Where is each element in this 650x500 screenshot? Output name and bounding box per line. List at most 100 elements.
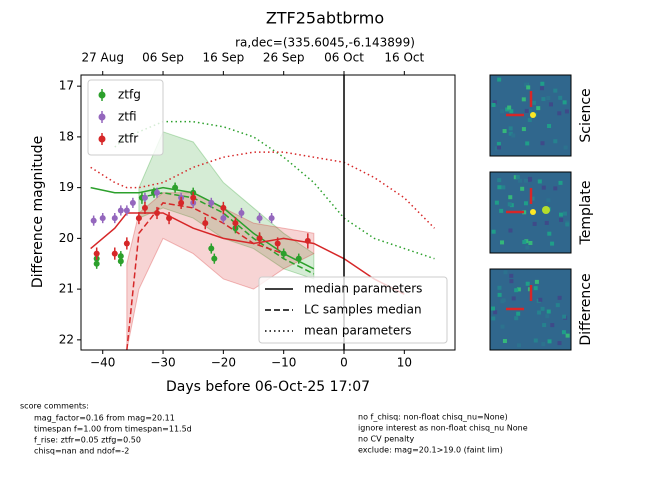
y-tick-label: 20 (59, 231, 74, 245)
thumbnail-noise (562, 211, 567, 216)
style-legend-label: mean parameters (304, 324, 411, 338)
model-curve (90, 186, 315, 270)
thumbnails: Science Template Difference (489, 74, 594, 351)
y-axis-label: Difference magnitude (30, 136, 46, 288)
thumbnail-noise (558, 180, 563, 185)
data-point (111, 250, 118, 257)
comment-line: mag_factor=0.16 from mag=20.11 (34, 414, 175, 423)
legend-marker (98, 135, 106, 143)
thumbnail-noise (516, 287, 521, 292)
thumbnail-noise (524, 239, 529, 244)
thumbnail-label: Difference (578, 273, 594, 345)
x-tick-label: −20 (211, 356, 236, 370)
thumbnail-noise (546, 96, 551, 101)
thumbnail-noise (497, 285, 502, 290)
thumbnail-noise (550, 323, 555, 328)
thumbnail-noise (557, 111, 562, 116)
thumbnail-noise (539, 86, 544, 91)
thumbnail-noise (525, 245, 530, 250)
thumbnail-noise (562, 100, 567, 105)
thumbnail-noise (521, 127, 526, 132)
thumbnail-noise (532, 100, 537, 105)
data-point (208, 199, 215, 206)
thumbnail-noise (493, 310, 498, 315)
thumbnail-noise (537, 179, 542, 184)
thumbnail-noise (503, 270, 508, 275)
comment-line: ignore interest as non-float chisq_nu No… (358, 424, 528, 433)
legend-box (87, 79, 164, 156)
style-legend: median parameters LC samples median mean p… (258, 276, 448, 344)
thumbnail-noise (558, 212, 563, 217)
thumbnail-noise (558, 95, 563, 100)
data-point (141, 204, 148, 211)
thumbnail-source (530, 112, 536, 118)
thumbnail-noise (502, 339, 507, 344)
thumbnail-noise (553, 88, 558, 93)
comment-line: no CV penalty (358, 435, 414, 444)
data-point (172, 184, 179, 191)
legend: ztfg ztfi ztfr (87, 79, 164, 156)
thumbnail-noise (541, 97, 546, 102)
data-point (123, 240, 130, 247)
data-point (166, 215, 173, 222)
thumbnail-noise (537, 310, 542, 315)
thumbnail-noise (536, 106, 541, 111)
thumbnail-noise (523, 201, 528, 206)
thumbnail-noise (532, 221, 537, 226)
thumbnail-noise (496, 145, 501, 150)
thumbnail-noise (509, 109, 514, 114)
thumbnail-noise (522, 240, 527, 245)
thumbnail-label: Science (578, 88, 594, 142)
thumbnail-noise (541, 185, 546, 190)
thumbnail-noise (550, 241, 555, 246)
data-point (202, 220, 209, 227)
data-point (295, 255, 302, 262)
thumbnail-noise (533, 286, 538, 291)
legend-label: ztfr (118, 132, 138, 146)
thumbnail-noise (564, 109, 569, 114)
x2-tick-label: 16 Oct (384, 51, 424, 65)
x2-tick-label: 06 Oct (324, 51, 364, 65)
y-tick-label: 22 (59, 332, 74, 346)
x-tick-label: −10 (271, 356, 296, 370)
x-tick-label: 0 (340, 356, 348, 370)
data-point (304, 237, 311, 244)
thumbnail-noise (491, 316, 496, 321)
thumbnail-noise (509, 203, 514, 208)
thumbnail-noise (553, 186, 558, 191)
thumbnail-noise (500, 324, 505, 329)
chart-subtitle: ra,dec=(335.6045,-6.143899) (235, 36, 415, 50)
data-point (93, 250, 100, 257)
model-curve (114, 120, 435, 260)
thumbnail-noise (544, 220, 549, 225)
thumbnail-noise (520, 186, 525, 191)
thumbnail-noise (502, 129, 507, 134)
thumbnail-noise (494, 200, 499, 205)
thumbnail-label: Template (578, 181, 594, 246)
thumbnail-noise (491, 102, 496, 107)
data-point (232, 220, 239, 227)
thumbnail-noise (562, 314, 567, 319)
thumbnail-noise (514, 316, 519, 321)
thumbnail-source (542, 206, 550, 214)
data-point (190, 194, 197, 201)
style-legend-box (258, 276, 448, 344)
x2-tick-label: 27 Aug (81, 51, 124, 65)
thumbnail-noise (500, 240, 505, 245)
data-point (154, 189, 161, 196)
x2-tick-label: 06 Sep (142, 51, 184, 65)
x2-tick-label: 26 Sep (263, 51, 305, 65)
data-point (220, 215, 227, 222)
x-tick-label: −30 (150, 356, 175, 370)
data-point (256, 215, 263, 222)
thumbnail-noise (525, 281, 530, 286)
thumbnail-noise (524, 108, 529, 113)
thumbnail-noise (547, 339, 552, 344)
legend-marker (98, 113, 106, 121)
thumbnail-noise (527, 177, 532, 182)
thumbnail-noise (522, 210, 527, 215)
x-tick-label: 10 (397, 356, 412, 370)
thumbnail-noise (548, 102, 553, 107)
comment-line: timespan f=1.00 from timespan=11.5d (34, 425, 192, 434)
thumbnail-noise (547, 124, 552, 129)
